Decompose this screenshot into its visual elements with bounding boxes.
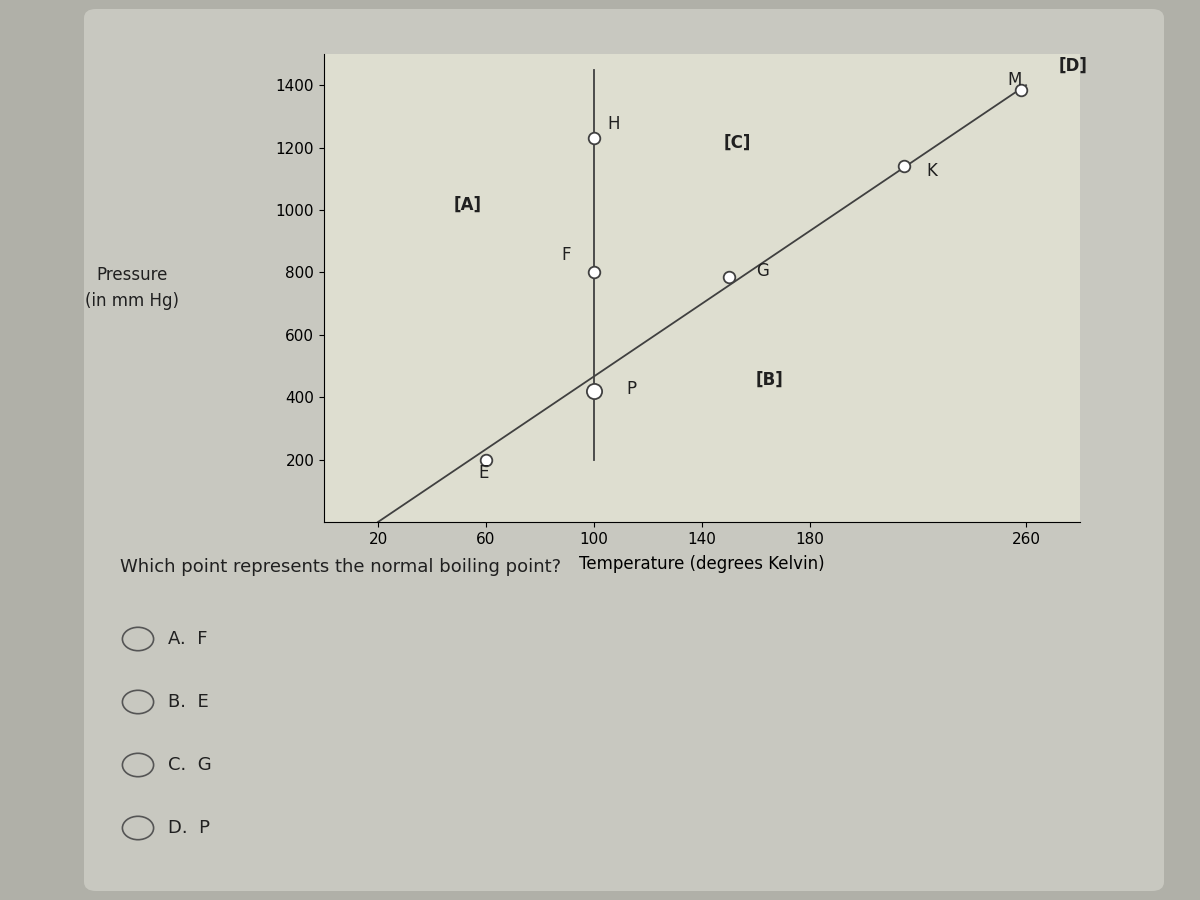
Text: C.  G: C. G (168, 756, 211, 774)
Point (476, 453, 496, 467)
Text: E: E (478, 464, 488, 482)
Point (895, 159, 914, 174)
Point (1010, 83, 1030, 97)
Text: A.  F: A. F (168, 630, 208, 648)
Text: M: M (1007, 71, 1021, 89)
Point (584, 383, 604, 398)
Text: D.  P: D. P (168, 819, 210, 837)
Text: Which point represents the normal boiling point?: Which point represents the normal boilin… (120, 558, 562, 576)
Point (720, 270, 739, 284)
Text: P: P (626, 380, 636, 398)
Text: H: H (607, 115, 620, 133)
Text: [A]: [A] (454, 196, 481, 214)
X-axis label: Temperature (degrees Kelvin): Temperature (degrees Kelvin) (580, 555, 824, 573)
Point (584, 131, 604, 146)
Text: [D]: [D] (1058, 58, 1087, 76)
Text: G: G (756, 262, 769, 280)
Text: Pressure: Pressure (96, 266, 168, 284)
Text: [B]: [B] (756, 371, 784, 389)
Text: F: F (562, 246, 571, 264)
Text: K: K (926, 162, 937, 180)
Point (584, 266, 604, 280)
Text: (in mm Hg): (in mm Hg) (85, 292, 179, 310)
Text: B.  E: B. E (168, 693, 209, 711)
Text: [C]: [C] (724, 133, 751, 151)
